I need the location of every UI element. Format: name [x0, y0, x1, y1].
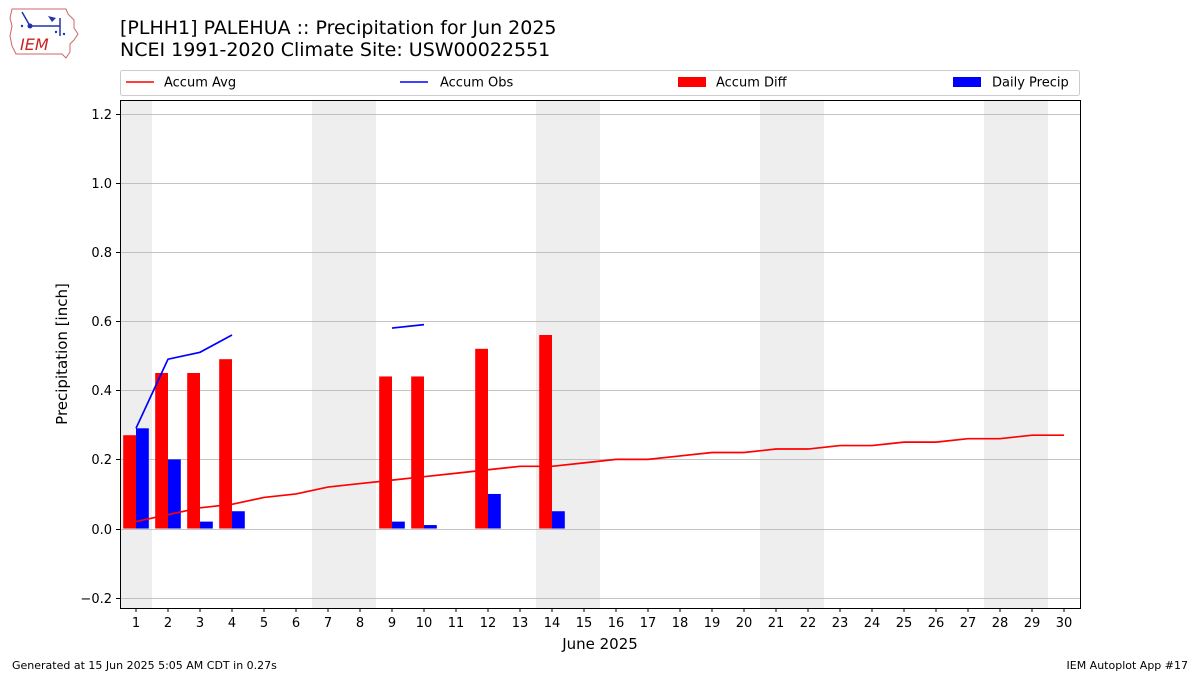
bar-accum-diff: [123, 435, 136, 529]
x-tick-label: 18: [672, 616, 689, 631]
x-axis-ticks: 1 2 3 4 5 6 7 8 9 10 11 12 13 14 15 16 17 18 19 20 21 22 23 24 2…: [132, 608, 1072, 631]
weekend-shade-band: [120, 100, 152, 608]
x-tick-label: 14: [544, 616, 561, 631]
x-tick-label: 7: [324, 616, 332, 631]
x-tick-label: 4: [228, 616, 236, 631]
bar-daily-precip: [232, 511, 245, 529]
x-tick-label: 16: [608, 616, 625, 631]
line-layer: [135, 323, 1064, 523]
footer-app: IEM Autoplot App #17: [1066, 659, 1189, 672]
bar-daily-precip: [168, 459, 181, 529]
bar-daily-precip: [392, 521, 405, 529]
x-tick-label: 20: [736, 616, 753, 631]
legend-swatch-accum-diff: [678, 77, 706, 87]
x-tick-label: 10: [416, 616, 433, 631]
iem-logo: IEM: [8, 6, 80, 60]
bar-daily-precip: [136, 428, 149, 529]
legend-label-accum-avg: Accum Avg: [164, 76, 236, 91]
plot-frame: [120, 100, 1081, 609]
x-tick-label: 13: [512, 616, 529, 631]
x-tick-label: 6: [292, 616, 300, 631]
title-line-1: [PLHH1] PALEHUA :: Precipitation for Jun…: [120, 17, 557, 39]
legend-label-accum-diff: Accum Diff: [716, 76, 788, 91]
y-axis-ticks: −0.2 0.0 0.2 0.4 0.6 0.8 1.0 1.2: [80, 108, 120, 607]
bar-daily-precip: [424, 525, 437, 529]
y-tick-label: 1.2: [91, 108, 112, 123]
x-tick-label: 17: [640, 616, 657, 631]
chart-title: [PLHH1] PALEHUA :: Precipitation for Jun…: [120, 17, 557, 61]
x-tick-label: 28: [992, 616, 1009, 631]
x-tick-label: 11: [448, 616, 465, 631]
y-tick-label: −0.2: [80, 592, 112, 607]
x-tick-label: 23: [832, 616, 849, 631]
x-tick-label: 30: [1056, 616, 1073, 631]
legend-swatch-daily-precip: [953, 77, 981, 87]
x-tick-label: 8: [356, 616, 364, 631]
x-tick-label: 5: [260, 616, 268, 631]
title-line-2: NCEI 1991-2020 Climate Site: USW00022551: [120, 39, 551, 61]
bar-accum-diff: [539, 334, 552, 529]
x-axis-label: June 2025: [561, 635, 638, 653]
y-axis-label: Precipitation [inch]: [53, 283, 71, 425]
weekend-shading: [120, 100, 1048, 608]
line-accum-obs: [135, 334, 233, 429]
x-tick-label: 29: [1024, 616, 1041, 631]
x-tick-label: 19: [704, 616, 721, 631]
bar-layer: [123, 334, 565, 529]
bar-accum-diff: [155, 373, 168, 529]
bar-daily-precip: [552, 511, 565, 529]
weekend-shade-band: [760, 100, 824, 608]
x-tick-label: 26: [928, 616, 945, 631]
x-tick-label: 21: [768, 616, 785, 631]
y-tick-label: 0.4: [91, 384, 112, 399]
y-tick-label: 1.0: [91, 177, 112, 192]
x-tick-label: 1: [132, 616, 140, 631]
footer-generated: Generated at 15 Jun 2025 5:05 AM CDT in …: [12, 659, 277, 672]
x-tick-label: 9: [388, 616, 396, 631]
bar-accum-diff: [475, 348, 488, 529]
bar-accum-diff: [411, 376, 424, 529]
y-tick-label: 0.8: [91, 246, 112, 261]
line-accum-obs: [391, 323, 425, 329]
y-tick-label: 0.0: [91, 523, 112, 538]
legend: Accum Avg Accum Obs Accum Diff Daily Pre…: [120, 70, 1080, 96]
x-tick-label: 27: [960, 616, 977, 631]
x-tick-label: 15: [576, 616, 593, 631]
line-accum-avg: [135, 434, 1064, 523]
x-tick-label: 3: [196, 616, 204, 631]
x-tick-label: 12: [480, 616, 497, 631]
legend-box: [120, 70, 1080, 96]
y-tick-label: 0.2: [91, 453, 112, 468]
weekend-shade-band: [984, 100, 1048, 608]
x-tick-label: 25: [896, 616, 913, 631]
weekend-shade-band: [312, 100, 376, 608]
x-tick-label: 2: [164, 616, 172, 631]
y-tick-label: 0.6: [91, 315, 112, 330]
bar-accum-diff: [187, 373, 200, 529]
logo-text: IEM: [20, 35, 49, 54]
legend-label-daily-precip: Daily Precip: [992, 76, 1069, 91]
x-tick-label: 24: [864, 616, 881, 631]
bar-daily-precip: [200, 521, 213, 529]
legend-label-accum-obs: Accum Obs: [440, 76, 513, 91]
bar-accum-diff: [219, 359, 232, 529]
bar-accum-diff: [379, 376, 392, 529]
grid-lines: [120, 114, 1080, 599]
bar-daily-precip: [488, 493, 501, 529]
x-tick-label: 22: [800, 616, 817, 631]
